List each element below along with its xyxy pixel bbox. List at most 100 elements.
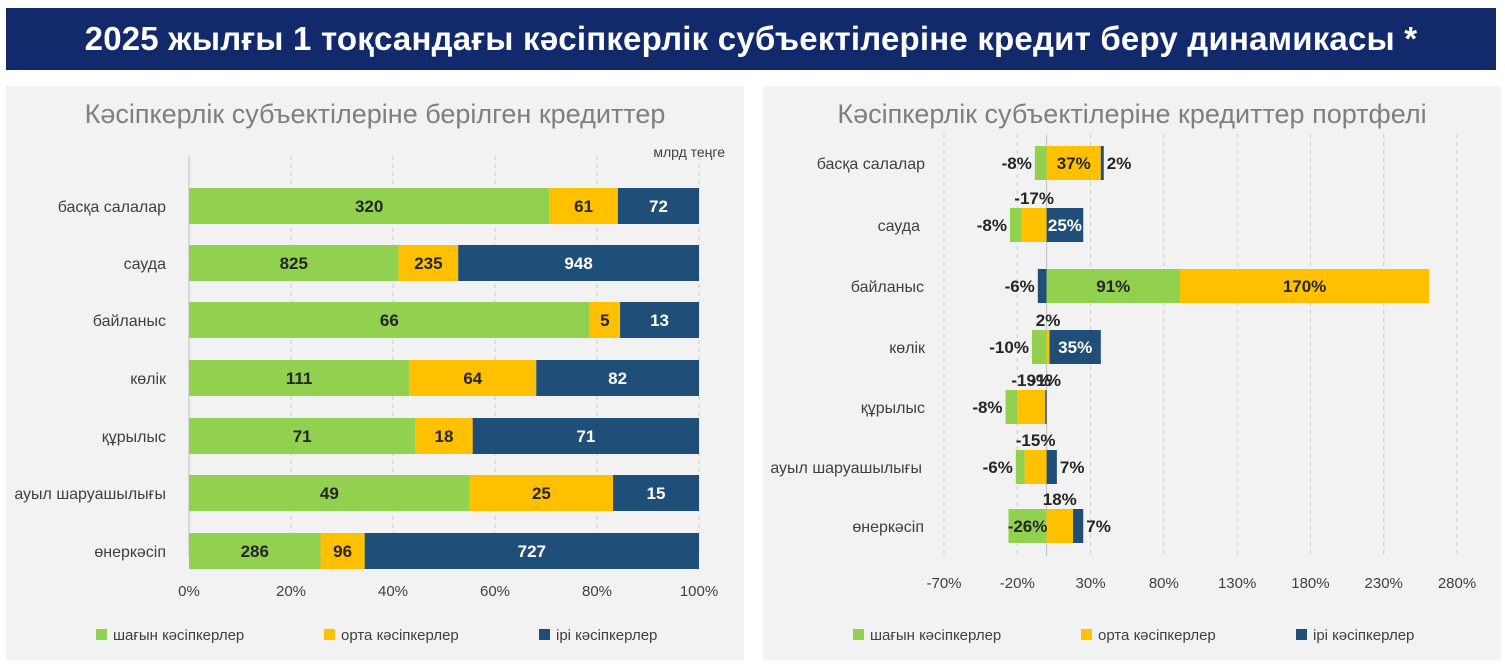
data-label: -17% bbox=[1014, 189, 1054, 208]
x-tick-label: 40% bbox=[378, 583, 408, 600]
x-tick-label: 180% bbox=[1291, 575, 1329, 592]
chart-panel-loan-portfolio: Кәсіпкерлік субъектілеріне кредиттер пор… bbox=[763, 86, 1501, 660]
bar-segment bbox=[1034, 146, 1047, 180]
data-label: 91% bbox=[1096, 277, 1130, 296]
bar-segment bbox=[1045, 390, 1047, 424]
bar-segment bbox=[409, 360, 537, 396]
data-label: 2% bbox=[1107, 154, 1132, 173]
bar-segment bbox=[1009, 208, 1022, 242]
legend-medium-business: орта кәсіпкерлер bbox=[341, 627, 459, 644]
data-label: 286 bbox=[241, 542, 269, 561]
legend-small-business: шағын кәсіпкерлер bbox=[870, 627, 1001, 644]
data-label: 825 bbox=[280, 254, 308, 273]
data-label: -10% bbox=[989, 338, 1029, 357]
bar-segment bbox=[189, 245, 399, 281]
bar-segment bbox=[1015, 450, 1025, 484]
data-label: -6% bbox=[983, 458, 1013, 477]
bar-segment bbox=[617, 188, 699, 224]
category-label: ауыл шаруашылығы bbox=[14, 486, 166, 503]
bar-segment bbox=[469, 475, 614, 511]
data-label: 18 bbox=[435, 427, 454, 446]
legend-small-business-swatch bbox=[96, 629, 107, 640]
data-label: 2% bbox=[1036, 311, 1061, 330]
chart-loan-portfolio: Кәсіпкерлік субъектілеріне кредиттер пор… bbox=[770, 99, 1476, 644]
data-label: 61 bbox=[574, 197, 593, 216]
bar-segment bbox=[1021, 208, 1047, 242]
data-label: 170% bbox=[1283, 277, 1326, 296]
bar-segment bbox=[364, 533, 699, 569]
category-label: өнеркәсіп bbox=[852, 519, 924, 536]
bar-segment bbox=[1072, 509, 1084, 543]
data-label: 235 bbox=[414, 254, 442, 273]
unit-label: млрд теңге bbox=[653, 144, 725, 160]
category-label: сауда bbox=[124, 256, 167, 273]
bar-segment bbox=[415, 418, 473, 454]
data-label: 71 bbox=[576, 427, 595, 446]
bar-segment bbox=[1046, 509, 1073, 543]
data-label: -15% bbox=[1016, 431, 1056, 450]
bar-segment bbox=[320, 533, 365, 569]
x-tick-label: 80% bbox=[1149, 575, 1179, 592]
bar-segment bbox=[1046, 450, 1057, 484]
bar-segment bbox=[1046, 330, 1050, 364]
x-tick-label: 130% bbox=[1218, 575, 1256, 592]
legend-small-business-swatch bbox=[853, 629, 864, 640]
bar-segment bbox=[1008, 509, 1047, 543]
data-label: 13 bbox=[650, 311, 669, 330]
legend-large-business: ірі кәсіпкерлер bbox=[1313, 627, 1414, 644]
bar-segment bbox=[1024, 450, 1047, 484]
data-label: 66 bbox=[380, 311, 399, 330]
legend-large-business-swatch bbox=[1296, 629, 1307, 640]
data-label: 37% bbox=[1057, 154, 1091, 173]
legend-large-business: ірі кәсіпкерлер bbox=[556, 627, 657, 644]
page-title: 2025 жылғы 1 тоқсандағы кәсіпкерлік субъ… bbox=[84, 20, 1418, 57]
bar-segment bbox=[1179, 269, 1430, 303]
chart-panel-loans-issued: Кәсіпкерлік субъектілеріне берілген кред… bbox=[6, 86, 744, 660]
data-label: -19% bbox=[1011, 371, 1051, 390]
legend-medium-business: орта кәсіпкерлер bbox=[1098, 627, 1216, 644]
legend-medium-business-swatch bbox=[1081, 629, 1092, 640]
category-label: сауда bbox=[878, 218, 921, 235]
bar-segment bbox=[472, 418, 699, 454]
category-label: өнеркәсіп bbox=[94, 544, 166, 561]
bar-segment bbox=[189, 302, 590, 338]
x-tick-label: 280% bbox=[1438, 575, 1476, 592]
data-label: 5 bbox=[600, 311, 609, 330]
data-label: -1% bbox=[1031, 371, 1061, 390]
data-label: 18% bbox=[1043, 490, 1077, 509]
data-label: 35% bbox=[1058, 338, 1092, 357]
x-tick-label: -70% bbox=[926, 575, 961, 592]
bar-segment bbox=[1046, 269, 1180, 303]
bar-segment bbox=[189, 418, 416, 454]
bar-segment bbox=[458, 245, 699, 281]
data-label: -6% bbox=[1005, 277, 1035, 296]
category-label: ауыл шаруашылығы bbox=[770, 460, 922, 477]
bar-segment bbox=[1017, 390, 1046, 424]
category-label: байланыс bbox=[851, 279, 924, 296]
legend-small-business: шағын кәсіпкерлер bbox=[113, 627, 244, 644]
data-label: 64 bbox=[463, 369, 482, 388]
data-label: 49 bbox=[320, 484, 339, 503]
x-tick-label: -20% bbox=[1000, 575, 1035, 592]
x-tick-label: 0% bbox=[178, 583, 200, 600]
data-label: 7% bbox=[1060, 458, 1085, 477]
data-label: -8% bbox=[977, 216, 1007, 235]
bar-segment bbox=[189, 475, 470, 511]
legend-medium-business-swatch bbox=[324, 629, 335, 640]
bar-segment bbox=[536, 360, 699, 396]
x-tick-label: 100% bbox=[680, 583, 718, 600]
bar-segment bbox=[1049, 330, 1101, 364]
data-label: 72 bbox=[649, 197, 668, 216]
bar-segment bbox=[620, 302, 699, 338]
x-tick-label: 60% bbox=[480, 583, 510, 600]
bar-segment bbox=[398, 245, 459, 281]
bar-segment bbox=[1100, 146, 1104, 180]
category-label: басқа салалар bbox=[817, 156, 925, 173]
data-label: 71 bbox=[293, 427, 312, 446]
x-tick-label: 20% bbox=[276, 583, 306, 600]
data-label: 111 bbox=[286, 369, 313, 388]
bar-segment bbox=[1005, 390, 1018, 424]
bar-segment bbox=[613, 475, 699, 511]
bar-segment bbox=[189, 188, 550, 224]
data-label: 96 bbox=[333, 542, 352, 561]
